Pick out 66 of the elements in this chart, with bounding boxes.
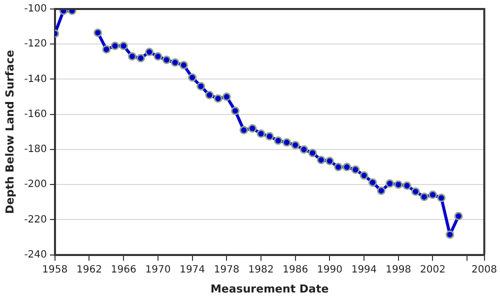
point (334, 162, 343, 172)
x-axis-title: Measurement Date (210, 282, 329, 296)
y-tick-label: -200 (24, 179, 47, 190)
point (454, 212, 463, 220)
point (188, 73, 197, 82)
point (248, 124, 257, 133)
point (351, 165, 360, 174)
point (420, 192, 428, 202)
point (437, 194, 446, 202)
y-tick-label: -220 (24, 214, 47, 226)
point (145, 48, 154, 56)
point (230, 106, 240, 116)
x-tick-label: 1966 (110, 264, 136, 276)
point (154, 52, 162, 61)
point (240, 126, 248, 134)
x-tick-label: 1958 (42, 264, 68, 276)
y-tick-label: -140 (24, 74, 47, 85)
point (428, 190, 437, 200)
point (376, 186, 386, 195)
point (402, 181, 412, 190)
point (205, 90, 214, 100)
x-tick-label: 1990 (316, 264, 342, 276)
y-tick-label: -180 (24, 144, 47, 156)
point (368, 178, 377, 187)
x-tick-label: 1998 (386, 264, 412, 276)
point (94, 28, 102, 37)
point (325, 156, 334, 166)
x-tick-label: 1994 (351, 264, 377, 276)
point (360, 171, 368, 180)
x-tick-label: 2002 (420, 264, 446, 276)
point (300, 145, 308, 154)
y-tick-label: -100 (24, 4, 47, 15)
point (170, 58, 180, 67)
y-tick-label: -240 (24, 249, 47, 260)
x-tick-label: 1982 (248, 264, 274, 276)
point (274, 136, 282, 145)
point (136, 54, 146, 62)
point (128, 52, 136, 61)
x-tick-label: 2008 (472, 264, 497, 276)
y-tick-label: -120 (24, 38, 47, 50)
point (179, 60, 188, 70)
x-tick-label: 1986 (282, 264, 308, 276)
point (446, 230, 454, 239)
point (222, 92, 231, 102)
x-tick-label: 1970 (145, 264, 171, 276)
point (342, 162, 352, 172)
point (102, 45, 111, 54)
point (411, 187, 420, 196)
y-tick-label: -160 (24, 108, 47, 120)
y-axis-title: Depth Below Land Surface (3, 50, 16, 214)
point (119, 42, 128, 50)
point (214, 94, 222, 103)
point (308, 148, 317, 158)
point (386, 179, 394, 188)
point (110, 42, 120, 50)
point (162, 56, 171, 64)
point (256, 129, 266, 138)
point (316, 156, 326, 164)
point (291, 140, 300, 150)
point (394, 180, 403, 189)
point (196, 82, 206, 90)
point (282, 138, 292, 147)
x-tick-label: 1962 (76, 264, 102, 276)
x-tick-label: 1978 (214, 264, 240, 276)
x-tick-label: 1974 (180, 264, 206, 276)
point (265, 132, 274, 141)
